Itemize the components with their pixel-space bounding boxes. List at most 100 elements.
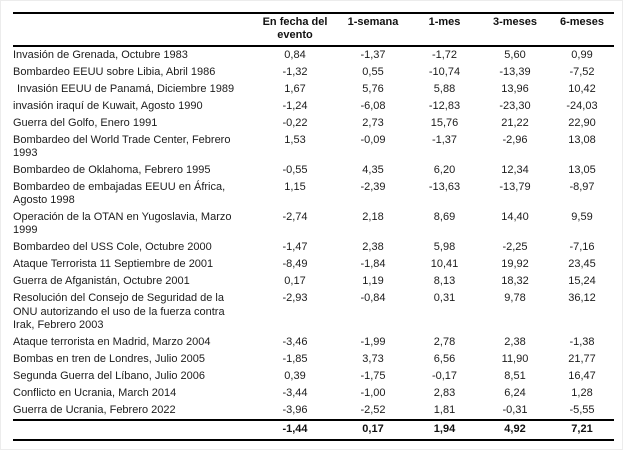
value-cell: 14,40 xyxy=(501,211,529,224)
event-cell: Invasión de Grenada, Octubre 1983 xyxy=(13,48,188,61)
value-cell: 8,51 xyxy=(504,369,526,382)
value-cell: -1,72 xyxy=(431,48,458,61)
event-cell: Bombardeo de Oklahoma, Febrero 1995 xyxy=(13,164,211,176)
value-cell: 13,96 xyxy=(501,82,529,95)
value-cell: 6,20 xyxy=(433,164,456,176)
value-cell: 21,77 xyxy=(568,352,596,365)
value-cell: 2,38 xyxy=(504,335,526,348)
footer-value-cell: 1,94 xyxy=(409,418,480,441)
value-cell: 1,28 xyxy=(571,386,593,399)
value-cell: 8,13 xyxy=(433,275,456,288)
value-cell: -2,39 xyxy=(360,180,386,193)
value-cell: -8,49 xyxy=(282,258,308,271)
event-cell: Bombardeo de embajadas EEUU en África, A… xyxy=(13,180,226,207)
value-cell: 1,53 xyxy=(284,133,306,146)
column-header-1-semana: 1-semana xyxy=(337,13,409,47)
value-cell: -5,55 xyxy=(569,403,595,416)
value-cell: 12,34 xyxy=(501,164,529,176)
value-cell: -0,17 xyxy=(431,369,458,382)
event-cell: Bombas en tren de Londres, Julio 2005 xyxy=(13,352,206,365)
column-header-6-meses: 6-meses xyxy=(550,13,614,47)
value-cell: -6,08 xyxy=(360,99,386,112)
table-row: Resolución del Consejo de Seguridad de l… xyxy=(13,290,614,333)
event-cell: Guerra del Golfo, Enero 1991 xyxy=(13,116,158,129)
table-row: Bombardeo de Oklahoma, Febrero 1995 -0,55… xyxy=(13,162,614,179)
value-cell: 15,76 xyxy=(430,116,459,129)
value-cell: -13,39 xyxy=(499,65,531,78)
value-cell: 2,18 xyxy=(362,211,384,224)
event-cell: Guerra de Ucrania, Febrero 2022 xyxy=(13,403,176,416)
event-cell: Operación de la OTAN en Yugoslavia, Marz… xyxy=(13,211,232,237)
value-cell: -24,03 xyxy=(566,99,598,112)
footer-value-cell: 7,21 xyxy=(550,418,614,441)
value-cell: 21,22 xyxy=(501,116,529,129)
table-row: Bombardeo EEUU sobre Libia, Abril 1986 -1… xyxy=(13,64,614,81)
event-cell: Invasión EEUU de Panamá, Diciembre 1989 xyxy=(17,82,235,95)
table-row: Invasión EEUU de Panamá, Diciembre 1989 1… xyxy=(13,81,614,98)
value-cell: 9,59 xyxy=(571,211,593,224)
value-cell: 13,05 xyxy=(568,164,596,176)
table-row: invasión iraquí de Kuwait, Agosto 1990 -1… xyxy=(13,98,614,115)
value-cell: -13,79 xyxy=(499,180,531,193)
value-cell: 19,92 xyxy=(501,258,529,271)
value-cell: -1,38 xyxy=(569,335,595,348)
value-cell: -12,83 xyxy=(428,99,461,112)
value-cell: -7,52 xyxy=(569,65,595,78)
value-cell: -0,22 xyxy=(282,116,308,129)
footer-value-cell: -1,44 xyxy=(253,418,337,441)
table-row: Ataque Terrorista 11 Septiembre de 2001 -… xyxy=(13,256,614,273)
value-cell: 1,19 xyxy=(362,275,384,288)
value-cell: -1,84 xyxy=(360,258,386,271)
column-header-en-fecha-del-evento: En fecha del evento xyxy=(253,13,337,47)
column-header-event-empty xyxy=(13,13,253,47)
value-cell: 6,56 xyxy=(433,352,456,365)
value-cell: 10,42 xyxy=(568,82,596,95)
event-cell: Conflicto en Ucrania, March 2014 xyxy=(13,386,177,399)
value-cell: 13,08 xyxy=(568,133,596,146)
value-cell: -3,96 xyxy=(282,403,308,416)
event-cell: Bombardeo del World Trade Center, Febrer… xyxy=(13,133,231,160)
value-cell: -0,09 xyxy=(360,133,386,146)
table-row: Segunda Guerra del Líbano, Julio 2006 0,3… xyxy=(13,368,614,385)
value-cell: -1,37 xyxy=(360,48,386,61)
table-row: Operación de la OTAN en Yugoslavia, Marz… xyxy=(13,209,614,239)
value-cell: -1,00 xyxy=(360,386,386,399)
table-body: Invasión de Grenada, Octubre 1983 0,84 -1,… xyxy=(13,46,614,420)
value-cell: 0,55 xyxy=(362,65,384,78)
table-header-row: En fecha del evento 1-semana 1-mes 3-mes… xyxy=(13,13,614,47)
table-row: Bombardeo del World Trade Center, Febrer… xyxy=(13,132,614,162)
footer-value-cell: 4,92 xyxy=(480,418,550,441)
value-cell: 36,12 xyxy=(568,292,596,305)
event-cell: Ataque Terrorista 11 Septiembre de 2001 xyxy=(13,258,214,271)
value-cell: -0,84 xyxy=(360,292,386,305)
value-cell: 5,88 xyxy=(433,82,456,95)
value-cell: -3,44 xyxy=(282,386,308,399)
table-row: Guerra de Ucrania, Febrero 2022 -3,96 -2,5… xyxy=(13,402,614,420)
table-row: Conflicto en Ucrania, March 2014 -3,44 -1,… xyxy=(13,385,614,402)
value-cell: 18,32 xyxy=(501,275,529,288)
value-cell: -0,55 xyxy=(282,164,308,176)
value-cell: -2,74 xyxy=(282,211,308,224)
value-cell: 8,69 xyxy=(433,211,456,224)
value-cell: -2,96 xyxy=(502,133,528,146)
event-cell: Ataque terrorista en Madrid, Marzo 2004 xyxy=(13,335,211,348)
value-cell: -1,75 xyxy=(360,369,386,382)
table-row: Bombardeo del USS Cole, Octubre 2000 -1,4… xyxy=(13,239,614,256)
value-cell: 2,83 xyxy=(433,386,456,399)
value-cell: -1,32 xyxy=(282,65,308,78)
value-cell: 2,38 xyxy=(362,241,384,254)
value-cell: 5,60 xyxy=(504,48,526,61)
value-cell: -1,85 xyxy=(282,352,308,365)
table-row: Invasión de Grenada, Octubre 1983 0,84 -1,… xyxy=(13,46,614,64)
value-cell: -2,52 xyxy=(360,403,386,416)
value-cell: 22,90 xyxy=(568,116,596,129)
table-row: Guerra de Afganistán, Octubre 2001 0,17 1,… xyxy=(13,273,614,290)
value-cell: 11,90 xyxy=(501,352,529,365)
event-cell: Guerra de Afganistán, Octubre 2001 xyxy=(13,275,190,288)
value-cell: 6,24 xyxy=(504,386,526,399)
value-cell: 5,76 xyxy=(362,82,384,95)
column-header-3-meses: 3-meses xyxy=(480,13,550,47)
event-cell: Segunda Guerra del Líbano, Julio 2006 xyxy=(13,369,206,382)
value-cell: 0,39 xyxy=(284,369,306,382)
